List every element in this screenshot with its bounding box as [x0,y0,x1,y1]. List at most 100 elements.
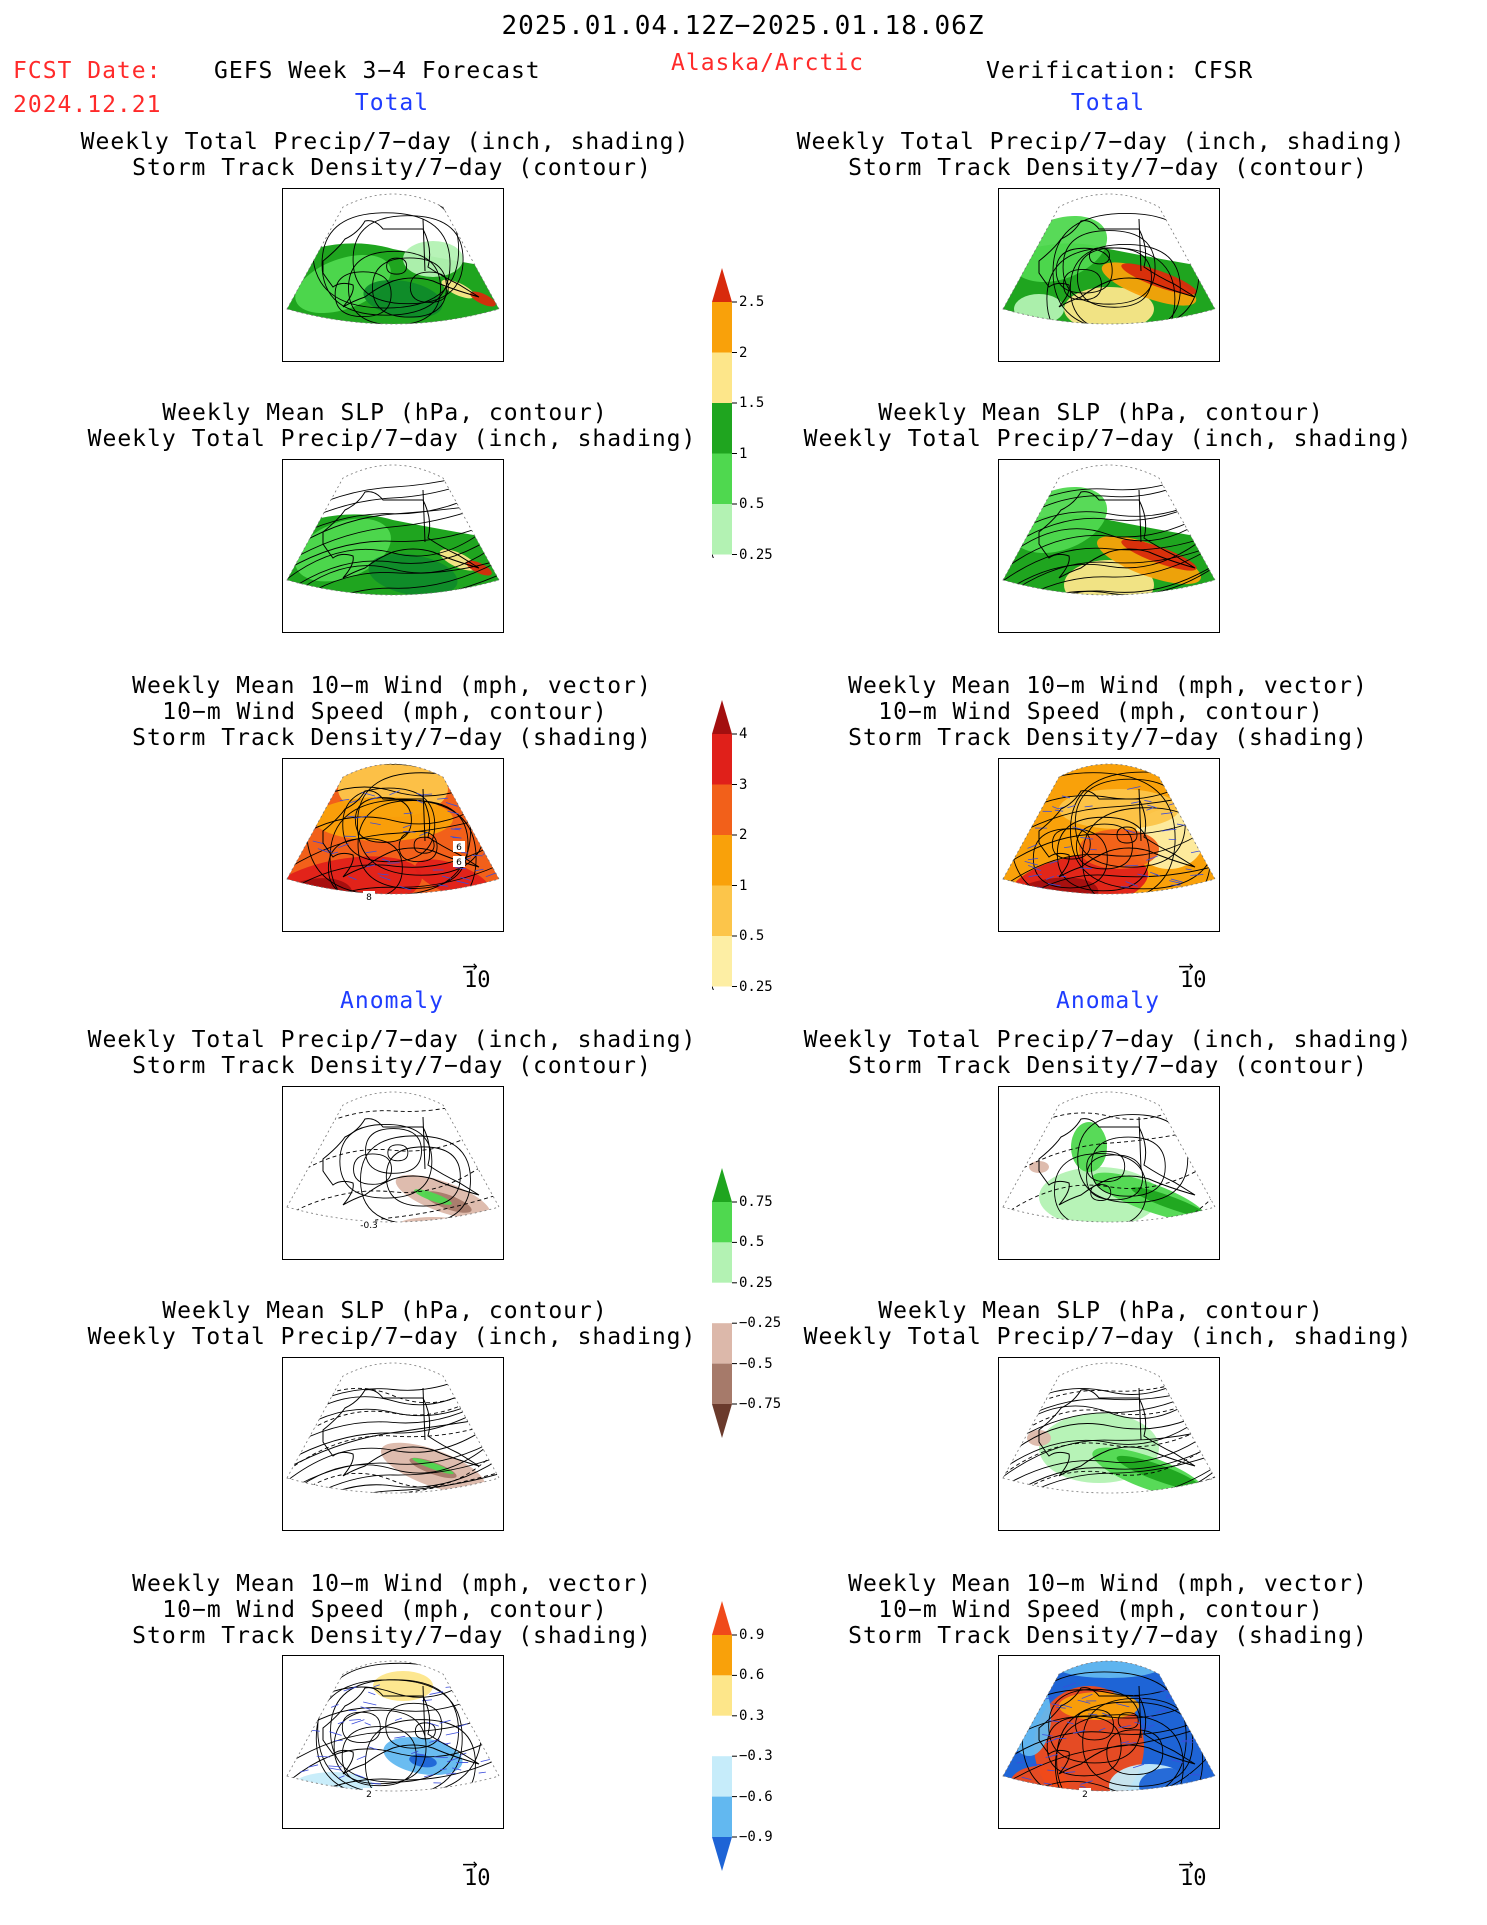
contour-line [999,1496,1219,1530]
contour-line [352,215,464,305]
panel-title: 10−m Wind Speed (mph, contour) [162,699,608,725]
contour-label: 2 [1082,1790,1088,1800]
coastline [322,1687,480,1775]
colorbar-tick-label: −0.25 [739,1315,782,1332]
contour-line [364,1719,476,1791]
colorbar-segment [712,835,732,886]
wind-vector [1116,1703,1130,1708]
wind-vector [1122,1793,1129,1795]
contour-line [1075,1709,1114,1741]
wind-vector [337,1721,345,1725]
contour-line [413,836,435,854]
wind-vector [349,1718,361,1721]
wind-vector [1170,1759,1184,1764]
contour-line [1077,247,1152,308]
wind-vector [1137,873,1150,877]
map-boundary [1002,1660,1216,1792]
contour-line [287,558,499,595]
forecast-anomaly-wind-storm-map: 2 [282,1655,504,1829]
wind-vector [402,824,412,829]
wind-vector [422,793,433,796]
wind-vector [394,1717,402,1721]
contour-line [1054,1714,1184,1791]
wind-vector [1037,1797,1049,1801]
wind-vector [1072,826,1086,831]
wind-vector [1147,804,1158,809]
wind-vector [1054,809,1064,812]
wind-vector [346,815,355,818]
wind-vector [1043,1696,1055,1700]
wind-vector [368,1691,376,1696]
colorbar-tick-label: 0.3 [739,1707,765,1724]
colorbar-segment [712,1756,732,1797]
contour-line [1003,591,1215,595]
wind-vector [391,1793,402,1794]
wind-vector [1021,1776,1032,1780]
wind-vector [428,904,440,908]
contour-line [1075,823,1133,870]
contour-label: 2 [366,1790,372,1800]
wind-vector [1046,1720,1060,1723]
panel-title: Weekly Mean 10−m Wind (mph, vector) [132,673,652,699]
coastline [322,1389,480,1477]
wind-vector [320,907,332,910]
arrow-right-icon: ⟶ [1180,1851,1193,1875]
contour-line [1003,525,1215,595]
wind-vector [1192,1690,1202,1693]
wind-vector [338,1775,345,1779]
contour-line [1032,828,1108,889]
wind-vector [442,875,452,879]
wind-vector [1028,874,1042,878]
panel-title: Storm Track Density/7−day (shading) [848,1623,1368,1649]
wind-vector [1053,1802,1061,1804]
wind-vector [360,1706,371,1710]
contour-label: 6 [456,843,462,853]
shaded-field [1059,789,1179,829]
contour-line [287,1454,499,1493]
coastline [1038,491,1196,579]
colorbar-tick-label: 0.25 [739,546,773,563]
wind-vector [370,822,381,826]
wind-vector [460,851,469,854]
wind-vector [1016,1761,1024,1764]
colorbar-segment [712,1363,732,1404]
wind-vector [300,897,308,899]
wind-vector [1161,829,1169,832]
date-range-title: 2025.01.04.12Z−2025.01.18.06Z [501,11,985,41]
colorbar-tick-label: 0.5 [739,928,765,944]
panel-title: Storm Track Density/7−day (shading) [132,1623,652,1649]
wind-vector [424,1774,434,1778]
wind-vector [1102,1712,1111,1717]
shaded-field [1131,1187,1207,1217]
contour-line [315,1679,463,1791]
wind-vector [1045,875,1055,880]
colorbar-segment [712,1675,732,1716]
wind-vector [348,876,357,880]
panel-title: Weekly Total Precip/7−day (inch, shading… [803,1324,1413,1350]
wind-vector [317,848,329,853]
wind-vector [1153,873,1160,877]
panel-title: Storm Track Density/7−day (contour) [848,155,1368,181]
shaded-field [1007,1676,1051,1756]
contour-line [287,539,499,595]
colorbar-segment [712,1323,732,1364]
colorbar-tick-label: 0.25 [739,1274,773,1291]
border-line [1138,218,1142,272]
contour-line [414,1722,436,1740]
verification-total-wind-storm-map [998,758,1220,932]
shaded-field [358,1798,428,1814]
wind-vector [1146,807,1154,811]
wind-vector [1079,1785,1086,1788]
colorbar-segment [712,268,732,302]
colorbar-segment [712,453,732,504]
panel-title: Weekly Mean 10−m Wind (mph, vector) [848,1571,1368,1597]
coastline [1038,790,1196,878]
contour-line [341,1711,381,1744]
contour-line [1051,828,1091,860]
wind-vector [1045,1738,1057,1744]
wind-vector [1048,1790,1055,1791]
colorbar-segment [712,504,732,555]
verification-anomaly-slp-precip-map [998,1357,1220,1531]
border-line [422,788,426,842]
wind-vector [1192,1732,1202,1737]
